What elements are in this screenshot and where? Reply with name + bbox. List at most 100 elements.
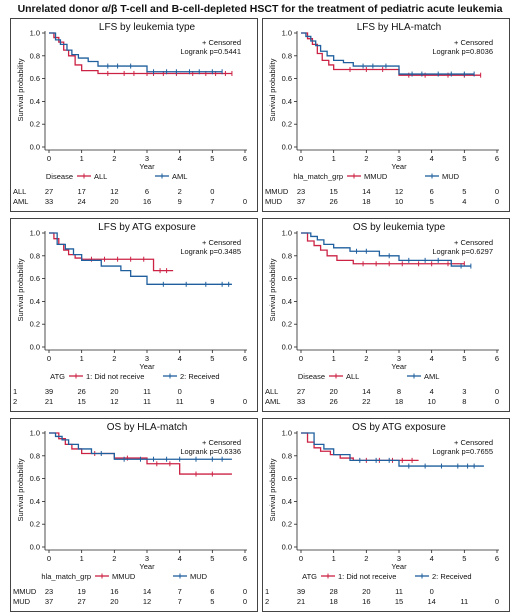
risk-table-count: 0 [495, 187, 499, 196]
y-tick-label: 1.0 [30, 29, 40, 38]
risk-table-group-label: AML [13, 197, 28, 206]
risk-table-count: 26 [77, 387, 85, 396]
x-tick-label: 3 [145, 554, 149, 563]
risk-table-count: 14 [427, 597, 435, 606]
x-tick-label: 3 [397, 154, 401, 163]
legend-label: MUD [190, 572, 208, 581]
panel-title: OS by ATG exposure [352, 422, 446, 433]
x-tick-label: 0 [47, 554, 51, 563]
x-tick-label: 5 [210, 554, 214, 563]
y-tick-label: 0.2 [30, 520, 40, 529]
y-tick-label: 0.8 [282, 451, 292, 460]
y-tick-label: 0.4 [30, 297, 40, 306]
risk-table-count: 27 [297, 387, 305, 396]
risk-table-count: 18 [362, 197, 370, 206]
y-tick-label: 0.6 [30, 74, 40, 83]
risk-table-count: 8 [462, 397, 466, 406]
risk-table-count: 28 [329, 587, 337, 596]
y-tick-label: 0.2 [282, 120, 292, 129]
risk-table-count: 16 [143, 197, 151, 206]
logrank-note: Logrank p=0.3485 [180, 247, 241, 256]
legend-title: Disease [298, 372, 325, 381]
panel-title: OS by HLA-match [107, 422, 188, 433]
censored-note: + Censored [454, 38, 493, 47]
risk-table-count: 17 [77, 187, 85, 196]
y-tick-label: 0.4 [282, 297, 292, 306]
risk-table-count: 7 [178, 587, 182, 596]
y-axis-label: Survival probability [16, 258, 25, 321]
risk-table-count: 4 [462, 197, 466, 206]
x-tick-label: 1 [332, 554, 336, 563]
risk-table-count: 21 [45, 397, 53, 406]
km-curve-group1 [301, 232, 465, 265]
x-tick-label: 5 [210, 354, 214, 363]
km-curve-group1 [49, 32, 232, 75]
x-tick-label: 5 [462, 554, 466, 563]
km-plot-svg: OS by leukemia type 0.0 0.2 0.4 0.6 0.8 1.0 0 1 2… [265, 222, 499, 406]
risk-table-count: 5 [462, 187, 466, 196]
x-tick-label: 4 [178, 154, 182, 163]
legend-label: 2: Received [432, 572, 472, 581]
risk-table-count: 15 [395, 597, 403, 606]
legend-label: 1: Did not receive [86, 372, 144, 381]
risk-table-count: 0 [178, 387, 182, 396]
risk-table-group-label: MMUD [265, 187, 289, 196]
x-tick-label: 2 [364, 554, 368, 563]
risk-table-count: 10 [395, 197, 403, 206]
x-tick-label: 2 [364, 154, 368, 163]
risk-table-count: 22 [362, 397, 370, 406]
x-tick-label: 0 [47, 154, 51, 163]
legend-label: MUD [442, 172, 460, 181]
km-curve-group2 [49, 432, 232, 460]
y-tick-label: 0.0 [282, 543, 292, 552]
x-tick-label: 5 [210, 154, 214, 163]
risk-table-count: 11 [176, 397, 184, 406]
x-tick-label: 5 [462, 154, 466, 163]
x-axis-label: Year [391, 362, 407, 371]
x-tick-label: 0 [299, 354, 303, 363]
risk-table-count: 0 [243, 397, 247, 406]
x-axis-label: Year [391, 162, 407, 171]
y-tick-label: 0.4 [30, 97, 40, 106]
y-tick-label: 0.2 [282, 320, 292, 329]
censored-note: + Censored [454, 238, 493, 247]
x-tick-label: 6 [243, 554, 247, 563]
risk-table-group-label: MUD [13, 597, 31, 606]
y-tick-label: 0.8 [282, 51, 292, 60]
censored-note: + Censored [202, 38, 241, 47]
x-tick-label: 0 [299, 154, 303, 163]
logrank-note: Logrank p=0.5441 [180, 47, 241, 56]
x-axis-label: Year [139, 562, 155, 571]
km-curve-group1 [49, 232, 174, 272]
x-axis-label: Year [139, 162, 155, 171]
y-axis-label: Survival probability [16, 458, 25, 521]
panel-os-hla-match: OS by HLA-match 0.0 0.2 0.4 0.6 0.8 1.0 0 1 2 3 4 5 6… [10, 418, 258, 612]
panel-lfs-atg-exposure: LFS by ATG exposure 0.0 0.2 0.4 0.6 0.8 1.0 0 1 2… [10, 218, 258, 412]
legend-label: AML [424, 372, 439, 381]
y-tick-label: 1.0 [30, 429, 40, 438]
risk-table-group-label: 2 [13, 397, 17, 406]
x-tick-label: 2 [364, 354, 368, 363]
x-tick-label: 4 [178, 354, 182, 363]
y-tick-label: 0.2 [30, 320, 40, 329]
risk-table-count: 2 [178, 187, 182, 196]
y-tick-label: 0.0 [282, 143, 292, 152]
km-plot-svg: LFS by leukemia type 0.0 0.2 0.4 0.6 0.8 1.0 0 1… [13, 22, 247, 206]
y-tick-label: 0.8 [30, 251, 40, 260]
y-tick-label: 0.6 [282, 474, 292, 483]
y-tick-label: 0.6 [282, 74, 292, 83]
risk-table-count: 20 [110, 597, 118, 606]
y-tick-label: 0.0 [282, 343, 292, 352]
risk-table-count: 5 [430, 197, 434, 206]
risk-table-group-label: 1 [13, 387, 17, 396]
risk-table-count: 14 [143, 587, 151, 596]
x-tick-label: 2 [112, 354, 116, 363]
figure-title: Unrelated donor α/β T-cell and B-cell-de… [17, 3, 503, 15]
legend-label: ALL [94, 172, 107, 181]
x-tick-label: 4 [430, 554, 434, 563]
risk-table-count: 14 [362, 387, 370, 396]
km-curve-group2 [301, 32, 475, 75]
risk-table-group-label: ALL [265, 387, 278, 396]
risk-table-count: 33 [45, 197, 53, 206]
